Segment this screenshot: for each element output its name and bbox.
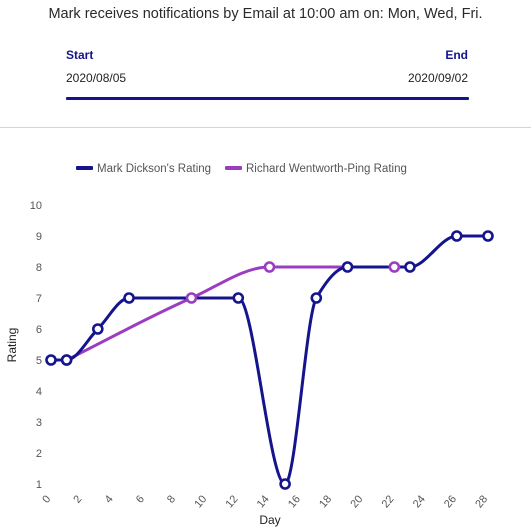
x-tick-label: 20 [348,493,365,510]
start-label: Start [66,48,94,62]
y-tick-label: 7 [36,293,42,305]
date-range-bar [66,97,469,100]
x-tick-label: 14 [255,493,272,510]
y-tick-label: 5 [36,355,42,367]
data-point [404,261,416,273]
end-date: 2020/09/02 [407,71,468,85]
x-tick-label: 24 [411,493,428,510]
x-tick-label: 18 [317,493,334,510]
data-point [279,478,291,490]
data-point [263,261,276,273]
data-point [482,230,494,242]
start-date: 2020/08/05 [66,71,127,85]
y-tick-label: 3 [36,417,42,429]
x-tick-label: 4 [103,493,116,505]
section-divider [0,127,531,128]
x-tick-label: 26 [442,493,459,510]
data-point [450,230,463,242]
x-tick-label: 8 [165,493,178,505]
data-point [232,292,245,304]
y-tick-label: 2 [36,448,42,460]
x-tick-label: 12 [224,493,241,510]
y-tick-label: 8 [36,262,42,274]
legend-label: Richard Wentworth-Ping Rating [246,163,407,175]
data-point [388,261,401,273]
end-label: End [445,48,468,62]
data-point [310,292,323,304]
data-point [45,354,57,366]
x-tick-label: 0 [40,493,53,505]
x-tick-label: 6 [134,493,147,505]
legend-swatch [225,166,242,170]
x-tick-label: 28 [473,493,490,510]
y-tick-label: 10 [30,200,42,212]
x-tick-label: 22 [380,493,397,510]
x-tick-label: 10 [192,493,209,510]
y-tick-label: 1 [36,479,42,491]
y-tick-label: 4 [36,386,42,398]
legend-label: Mark Dickson's Rating [97,163,211,175]
x-tick-label: 16 [286,493,303,510]
x-tick-label: 2 [71,493,84,505]
notification-text: Mark receives notifications by Email at … [48,6,483,22]
data-point [123,292,135,304]
data-point [185,292,198,304]
y-tick-label: 6 [36,324,42,336]
y-axis-title: Rating [5,328,19,363]
x-axis-title: Day [259,513,280,527]
data-point [92,323,104,335]
data-point [60,354,73,366]
data-point [341,261,354,273]
series-line [49,234,490,486]
series-line [65,265,396,362]
legend-swatch [76,166,93,170]
y-tick-label: 9 [36,231,42,243]
